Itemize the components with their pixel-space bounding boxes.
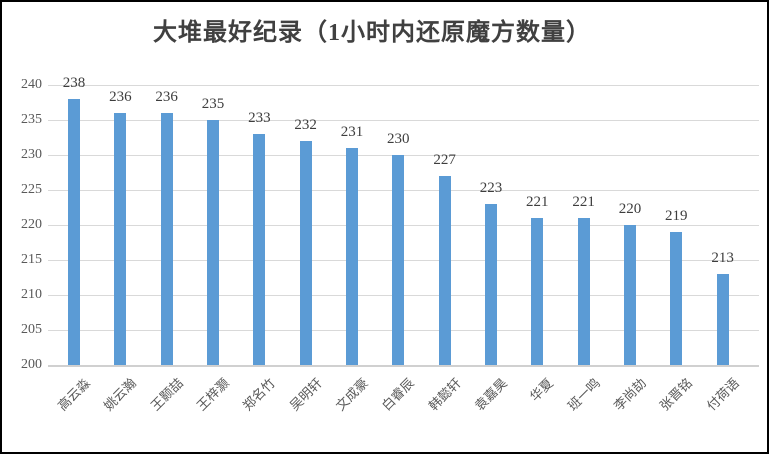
- bar-value-label: 213: [711, 250, 734, 266]
- bar-value-label: 221: [526, 194, 549, 210]
- x-axis-category-label: 吴明轩: [286, 375, 325, 414]
- bar-value-label: 236: [109, 89, 132, 105]
- bar: [299, 141, 312, 365]
- bar-value-label: 230: [387, 131, 410, 147]
- x-axis-category-label: 王颢喆: [147, 375, 186, 414]
- bar: [670, 232, 683, 365]
- y-axis-tick-label: 225: [21, 182, 42, 197]
- bar: [484, 204, 497, 365]
- bar-value-label: 223: [479, 180, 503, 196]
- bar-value-label: 232: [294, 117, 317, 133]
- bar-value-label: 233: [248, 110, 271, 126]
- bar: [114, 113, 127, 365]
- bar-value-label: 219: [665, 208, 688, 224]
- x-axis-category-label: 张晋铭: [656, 375, 696, 414]
- gridline: [48, 85, 759, 86]
- x-axis-category-label: 付荷语: [703, 375, 742, 414]
- y-axis-tick-label: 205: [21, 322, 42, 337]
- bar: [206, 120, 219, 365]
- bar: [68, 99, 80, 365]
- bar: [716, 274, 729, 365]
- bar-value-label: 238: [62, 75, 86, 91]
- x-axis-category-label: 袁嘉昊: [471, 375, 510, 414]
- bar-value-label: 231: [340, 124, 364, 140]
- y-axis-tick-label: 220: [21, 217, 42, 232]
- bar: [623, 225, 636, 365]
- y-axis-tick-label: 215: [21, 252, 42, 267]
- bar: [577, 218, 590, 365]
- y-axis-tick-label: 235: [21, 112, 42, 127]
- x-axis-category-label: 王梓灏: [193, 375, 232, 414]
- bar: [345, 148, 358, 365]
- y-axis-tick-label: 240: [21, 77, 42, 92]
- x-axis-category-label: 华夏: [527, 375, 557, 405]
- x-axis-category-label: 班一鸣: [564, 375, 603, 414]
- bar: [160, 113, 173, 365]
- x-axis-category-label: 李尚劼: [610, 375, 649, 414]
- x-axis-category-label: 韩懿轩: [425, 375, 464, 414]
- x-axis-line: [48, 365, 759, 367]
- bar-value-label: 236: [155, 89, 178, 105]
- y-axis-tick-label: 200: [21, 357, 42, 372]
- x-axis-category-label: 姚云瀚: [101, 375, 140, 414]
- bar: [531, 218, 544, 365]
- bar: [253, 134, 266, 365]
- x-axis-category-label: 白睿辰: [379, 375, 418, 414]
- bar-value-label: 235: [201, 96, 225, 112]
- bar: [438, 176, 451, 365]
- x-axis-category-label: 文成豪: [332, 375, 371, 414]
- gridline: [48, 120, 759, 121]
- chart-title: 大堆最好纪录（1小时内还原魔方数量）: [153, 20, 591, 46]
- bar-value-label: 220: [618, 201, 642, 217]
- bar-value-label: 221: [572, 194, 595, 210]
- x-axis-category-label: 郑名竹: [240, 375, 279, 414]
- bar-value-label: 227: [433, 152, 456, 168]
- y-axis-tick-label: 230: [21, 147, 42, 162]
- x-axis-category-label: 高云淼: [54, 375, 93, 414]
- y-axis-tick-label: 210: [21, 287, 42, 302]
- bar: [392, 155, 405, 365]
